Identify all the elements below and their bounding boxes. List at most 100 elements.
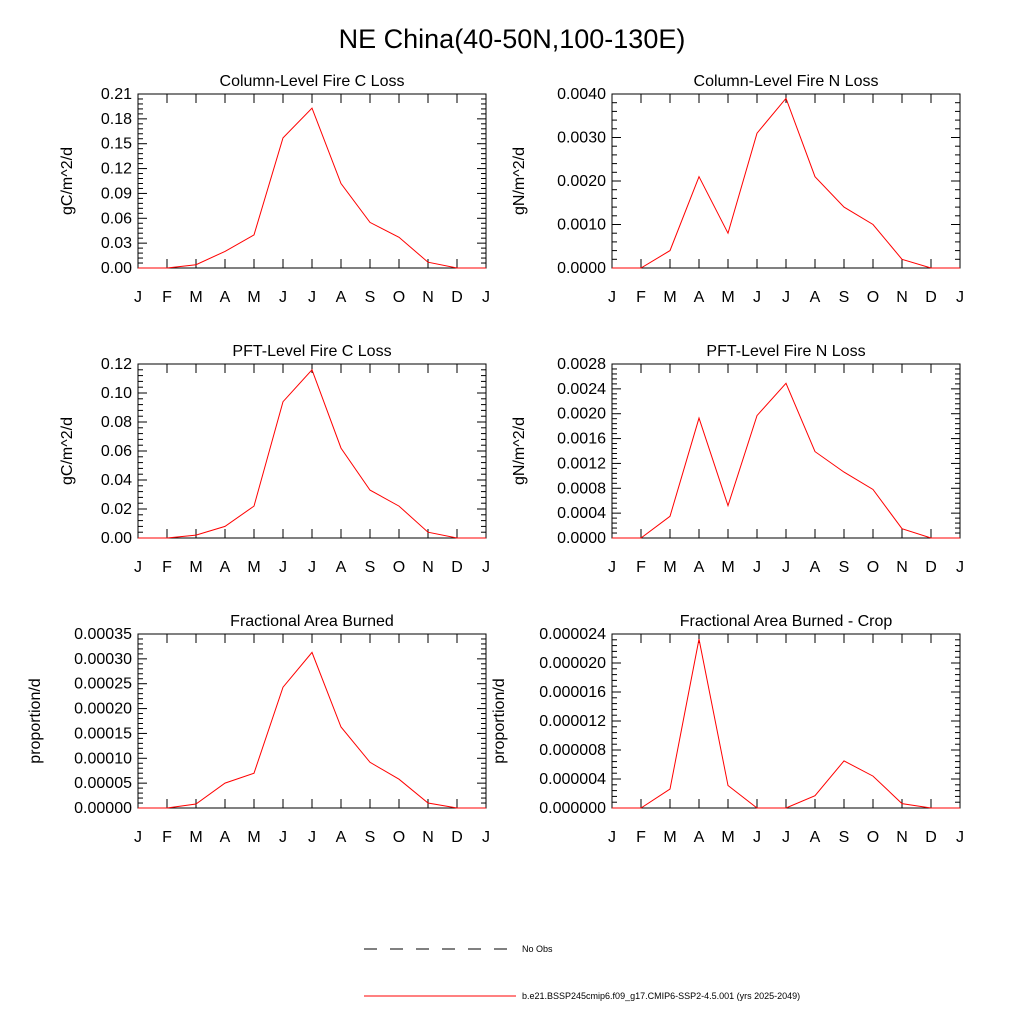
x-tick-label: M xyxy=(247,559,260,576)
x-tick-label: M xyxy=(189,289,202,306)
x-tick-label: M xyxy=(247,829,260,846)
x-tick-label: O xyxy=(867,829,879,846)
x-tick-label: J xyxy=(782,559,790,576)
x-tick-label: F xyxy=(636,559,646,576)
y-tick-label: 0.21 xyxy=(101,86,132,103)
x-tick-label: N xyxy=(422,289,434,306)
x-tick-label: J xyxy=(308,559,316,576)
y-tick-label: 0.00035 xyxy=(74,626,132,643)
x-tick-label: N xyxy=(896,829,908,846)
x-tick-label: O xyxy=(393,289,405,306)
y-tick-label: 0.000012 xyxy=(539,713,606,730)
x-tick-label: A xyxy=(694,559,705,576)
x-tick-label: J xyxy=(279,559,287,576)
y-tick-label: 0.0004 xyxy=(557,505,606,522)
panel-title: Fractional Area Burned - Crop xyxy=(680,613,893,630)
x-tick-label: J xyxy=(753,829,761,846)
x-tick-label: A xyxy=(220,829,231,846)
x-tick-label: O xyxy=(393,559,405,576)
y-tick-label: 0.0010 xyxy=(557,217,606,234)
x-tick-label: S xyxy=(839,289,850,306)
y-tick-label: 0.00010 xyxy=(74,750,132,767)
y-tick-label: 0.0020 xyxy=(557,173,606,190)
y-tick-label: 0.06 xyxy=(101,443,132,460)
x-tick-label: D xyxy=(925,559,937,576)
x-tick-label: N xyxy=(422,559,434,576)
y-tick-label: 0.00030 xyxy=(74,651,132,668)
y-tick-label: 0.06 xyxy=(101,210,132,227)
panel-title: PFT-Level Fire N Loss xyxy=(706,343,865,360)
y-tick-label: 0.03 xyxy=(101,235,132,252)
y-axis-label: gN/m^2/d xyxy=(511,147,528,215)
plot-frame xyxy=(137,633,487,809)
x-tick-label: J xyxy=(608,829,616,846)
x-tick-label: O xyxy=(393,829,405,846)
panel-6: Fractional Area Burned - Crop proportion/… xyxy=(491,613,964,846)
x-tick-label: J xyxy=(608,559,616,576)
x-tick-label: A xyxy=(336,829,347,846)
y-tick-label: 0.00025 xyxy=(74,676,132,693)
x-tick-label: J xyxy=(753,559,761,576)
y-tick-label: 0.000000 xyxy=(539,800,606,817)
y-axis-label: proportion/d xyxy=(491,678,508,763)
y-tick-label: 0.00015 xyxy=(74,725,132,742)
panel-title: Fractional Area Burned xyxy=(230,613,394,630)
plot-frame xyxy=(137,363,487,539)
y-tick-label: 0.0016 xyxy=(557,431,606,448)
figure-title: NE China(40-50N,100-130E) xyxy=(339,24,686,54)
x-tick-label: N xyxy=(896,559,908,576)
panel-title: PFT-Level Fire C Loss xyxy=(232,343,391,360)
y-tick-label: 0.0040 xyxy=(557,86,606,103)
plot-frame xyxy=(611,363,961,539)
x-tick-label: A xyxy=(810,559,821,576)
y-tick-label: 0.000004 xyxy=(539,771,606,788)
x-tick-label: S xyxy=(365,289,376,306)
legend: No Obs b.e21.BSSP245cmip6.f09_g17.CMIP6-… xyxy=(364,944,800,1001)
y-tick-label: 0.12 xyxy=(101,356,132,373)
x-tick-label: S xyxy=(365,559,376,576)
x-tick-label: O xyxy=(867,559,879,576)
x-tick-label: J xyxy=(134,289,142,306)
series-line xyxy=(138,368,486,539)
x-tick-label: M xyxy=(189,559,202,576)
x-tick-label: M xyxy=(189,829,202,846)
x-tick-label: A xyxy=(220,289,231,306)
y-tick-label: 0.00 xyxy=(101,260,132,277)
y-tick-label: 0.15 xyxy=(101,136,132,153)
y-tick-label: 0.0000 xyxy=(557,260,606,277)
x-tick-label: A xyxy=(336,289,347,306)
x-tick-label: D xyxy=(451,829,463,846)
x-tick-label: D xyxy=(451,559,463,576)
x-tick-label: J xyxy=(134,829,142,846)
x-tick-label: J xyxy=(279,829,287,846)
y-tick-label: 0.000024 xyxy=(539,626,606,643)
x-tick-label: A xyxy=(810,289,821,306)
series-line xyxy=(138,651,486,809)
x-tick-label: S xyxy=(365,829,376,846)
y-tick-label: 0.02 xyxy=(101,501,132,518)
series-line xyxy=(612,382,960,539)
x-tick-label: O xyxy=(867,289,879,306)
y-tick-label: 0.0030 xyxy=(557,130,606,147)
x-tick-label: M xyxy=(663,559,676,576)
x-tick-label: A xyxy=(220,559,231,576)
series-line xyxy=(612,97,960,269)
x-tick-label: M xyxy=(663,829,676,846)
x-tick-label: A xyxy=(694,829,705,846)
y-axis-label: gN/m^2/d xyxy=(511,417,528,485)
x-tick-label: J xyxy=(482,559,490,576)
x-tick-label: D xyxy=(925,829,937,846)
x-tick-label: J xyxy=(482,289,490,306)
x-tick-label: N xyxy=(422,829,434,846)
x-tick-label: F xyxy=(162,559,172,576)
legend-label-no-obs: No Obs xyxy=(522,944,553,954)
y-tick-label: 0.0012 xyxy=(557,455,606,472)
x-tick-label: J xyxy=(956,829,964,846)
x-tick-label: J xyxy=(956,559,964,576)
y-tick-label: 0.0028 xyxy=(557,356,606,373)
